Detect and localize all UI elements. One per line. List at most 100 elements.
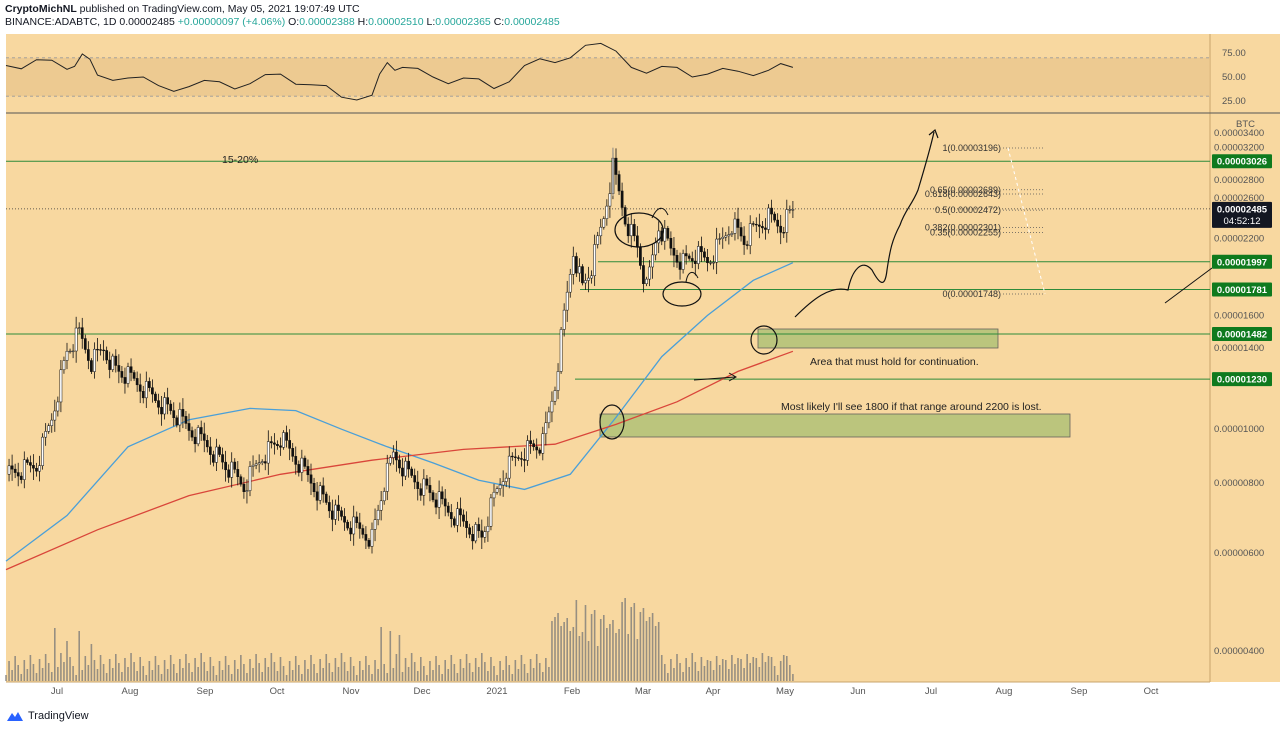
volume-bar bbox=[599, 619, 602, 681]
volume-bar bbox=[38, 659, 41, 681]
volume-bar bbox=[252, 668, 254, 681]
volume-bar bbox=[532, 668, 535, 681]
candle-body bbox=[62, 360, 66, 371]
volume-bar bbox=[584, 605, 587, 681]
volume-bar bbox=[508, 665, 511, 681]
candle-body bbox=[401, 467, 404, 477]
volume-bar bbox=[380, 627, 382, 681]
candle-body bbox=[721, 236, 725, 239]
candle-body bbox=[184, 416, 188, 424]
candle-body bbox=[87, 349, 90, 361]
volume-bar bbox=[261, 672, 263, 681]
volume-bar bbox=[465, 654, 468, 681]
candle-body bbox=[742, 235, 746, 245]
candle-body bbox=[154, 393, 157, 401]
last-price: 0.00002485 bbox=[119, 16, 175, 28]
candle-body bbox=[532, 443, 535, 448]
volume-bar bbox=[523, 664, 526, 681]
volume-bar bbox=[691, 653, 694, 681]
candle-body bbox=[352, 516, 356, 535]
candle-body bbox=[358, 522, 362, 529]
candle-body bbox=[382, 491, 386, 502]
candle-body bbox=[306, 466, 310, 476]
volume-bar bbox=[371, 674, 373, 681]
volume-bar bbox=[429, 661, 431, 681]
candle-body bbox=[468, 527, 471, 535]
candle-body bbox=[68, 350, 72, 353]
volume-bar bbox=[715, 656, 718, 681]
candles-layer bbox=[7, 147, 795, 554]
candle-body bbox=[108, 359, 112, 370]
annotation-1800: Most likely I'll see 1800 if that range … bbox=[781, 401, 1042, 413]
time-axis[interactable]: Jul Aug Sep Oct Nov Dec 2021 Feb Mar Apr May Jun Jul… bbox=[51, 686, 1159, 697]
volume-bar bbox=[627, 634, 629, 681]
volume-bar bbox=[697, 671, 700, 681]
volume-bar bbox=[551, 621, 553, 681]
volume-bar bbox=[264, 658, 267, 681]
volume-bar bbox=[560, 626, 562, 681]
fib-label-6: 0(0.00001748) bbox=[942, 289, 1001, 299]
volume-bar bbox=[69, 657, 71, 681]
candle-body bbox=[148, 381, 151, 388]
rsi-pane bbox=[5, 42, 1210, 101]
candle-body bbox=[178, 409, 182, 426]
volume-bar bbox=[776, 675, 779, 681]
candle-body bbox=[254, 463, 258, 466]
candle-body bbox=[245, 490, 249, 492]
volume-bar bbox=[563, 622, 565, 681]
candle-body bbox=[74, 327, 78, 352]
volume-bar bbox=[291, 670, 294, 681]
volume-bar bbox=[359, 661, 361, 681]
candle-body bbox=[44, 431, 47, 438]
level-tag-bg-2 bbox=[1212, 282, 1272, 297]
volume-bar bbox=[749, 663, 751, 681]
volume-bar bbox=[75, 675, 77, 681]
level-tag-2: 0.00001781 bbox=[1217, 285, 1268, 296]
volume-bar bbox=[660, 655, 663, 681]
candle-body bbox=[446, 505, 450, 513]
volume-bar bbox=[346, 671, 349, 681]
publisher-rest: published on TradingView.com, May 05, 20… bbox=[76, 3, 360, 15]
volume-bar bbox=[60, 653, 62, 681]
volume-bar bbox=[188, 663, 190, 681]
chart-canvas[interactable]: 1(0.00003196) 0.65(0.00002689)0.618(0.000… bbox=[0, 0, 1280, 704]
volume-bar bbox=[139, 657, 141, 681]
volume-bar bbox=[511, 674, 514, 681]
volume-bar bbox=[615, 633, 617, 681]
volume-bar bbox=[279, 657, 282, 681]
candle-body bbox=[218, 446, 221, 455]
candle-body bbox=[587, 277, 590, 281]
volume-bar bbox=[682, 672, 684, 681]
volume-bar bbox=[453, 664, 456, 681]
candle-body bbox=[16, 472, 20, 477]
candle-body bbox=[639, 247, 642, 266]
candle-body bbox=[651, 254, 654, 268]
volume-bar bbox=[770, 657, 773, 681]
volume-bar bbox=[249, 659, 251, 681]
candle-body bbox=[578, 266, 581, 274]
volume-bar bbox=[758, 667, 761, 681]
tradingview-logo[interactable]: TradingView bbox=[6, 710, 89, 722]
candle-body bbox=[715, 238, 718, 263]
volume-bar bbox=[630, 607, 633, 681]
tradingview-icon bbox=[7, 712, 23, 721]
volume-bar bbox=[310, 655, 312, 681]
volume-bar bbox=[651, 613, 654, 681]
chart-header: CryptoMichNL published on TradingView.co… bbox=[0, 0, 1280, 30]
plot-background bbox=[6, 34, 1210, 682]
volume-bar bbox=[767, 656, 770, 681]
candle-body bbox=[56, 401, 60, 412]
candle-body bbox=[163, 397, 166, 415]
candle-body bbox=[632, 224, 636, 237]
volume-bar bbox=[218, 661, 221, 681]
volume-bar bbox=[221, 670, 224, 681]
volume-bar bbox=[246, 673, 248, 681]
volume-bar bbox=[636, 639, 639, 681]
candle-body bbox=[324, 493, 328, 503]
candle-body bbox=[556, 371, 560, 391]
candle-body bbox=[193, 436, 197, 445]
time-label-2: Sep bbox=[197, 686, 214, 697]
candle-body bbox=[562, 309, 566, 330]
price-tick-6: 0.00001400 bbox=[1214, 343, 1264, 354]
